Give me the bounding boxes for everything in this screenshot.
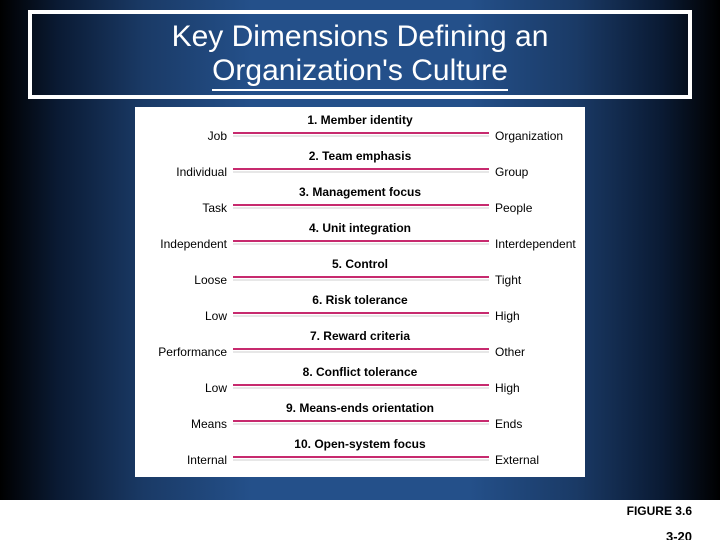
dimension-scale: Independent Interdependent	[135, 237, 585, 253]
dimension-scale: Job Organization	[135, 129, 585, 145]
dimension-right-label: Ends	[495, 417, 581, 431]
dimension-title: 6. Risk tolerance	[135, 293, 585, 307]
dimension-right-label: High	[495, 309, 581, 323]
dimension-right-label: Group	[495, 165, 581, 179]
dimension-left-label: Means	[143, 417, 227, 431]
dimension-title: 3. Management focus	[135, 185, 585, 199]
dimension-title: 10. Open-system focus	[135, 437, 585, 451]
dimension-title: 4. Unit integration	[135, 221, 585, 235]
dimension-right-label: Organization	[495, 129, 581, 143]
dimension-lines	[233, 132, 489, 137]
dimension-scale: Low High	[135, 309, 585, 325]
dimension-row: 6. Risk tolerance Low High	[135, 293, 585, 325]
dimension-lines	[233, 312, 489, 317]
dimension-left-label: Internal	[143, 453, 227, 467]
title-box: Key Dimensions Defining an Organization'…	[28, 10, 692, 99]
dimension-title: 8. Conflict tolerance	[135, 365, 585, 379]
figure-label: FIGURE 3.6	[627, 504, 692, 518]
dimension-scale: Task People	[135, 201, 585, 217]
dimension-scale: Performance Other	[135, 345, 585, 361]
dimension-row: 7. Reward criteria Performance Other	[135, 329, 585, 361]
dimension-lines	[233, 348, 489, 353]
dimension-row: 5. Control Loose Tight	[135, 257, 585, 289]
dimension-right-label: Interdependent	[495, 237, 581, 251]
slide-title: Key Dimensions Defining an Organization'…	[44, 20, 676, 91]
footer-strip: FIGURE 3.6 3-20	[0, 500, 720, 540]
dimension-scale: Loose Tight	[135, 273, 585, 289]
dimension-scale: Means Ends	[135, 417, 585, 433]
dimension-right-label: Other	[495, 345, 581, 359]
dimension-left-label: Low	[143, 309, 227, 323]
dimension-row: 10. Open-system focus Internal External	[135, 437, 585, 469]
dimension-lines	[233, 204, 489, 209]
dimension-row: 1. Member identity Job Organization	[135, 113, 585, 145]
dimension-title: 7. Reward criteria	[135, 329, 585, 343]
dimension-title: 1. Member identity	[135, 113, 585, 127]
dimension-title: 5. Control	[135, 257, 585, 271]
dimension-row: 4. Unit integration Independent Interdepen…	[135, 221, 585, 253]
dimension-lines	[233, 276, 489, 281]
dimension-right-label: People	[495, 201, 581, 215]
dimension-row: 3. Management focus Task People	[135, 185, 585, 217]
dimension-lines	[233, 240, 489, 245]
dimension-scale: Individual Group	[135, 165, 585, 181]
dimension-title: 2. Team emphasis	[135, 149, 585, 163]
dimension-left-label: Loose	[143, 273, 227, 287]
dimension-lines	[233, 168, 489, 173]
dimension-left-label: Job	[143, 129, 227, 143]
dimension-left-label: Individual	[143, 165, 227, 179]
dimension-lines	[233, 456, 489, 461]
dimension-right-label: Tight	[495, 273, 581, 287]
title-line-1: Key Dimensions Defining an	[172, 20, 549, 53]
dimension-row: 9. Means-ends orientation Means Ends	[135, 401, 585, 433]
dimension-left-label: Task	[143, 201, 227, 215]
dimension-scale: Low High	[135, 381, 585, 397]
dimension-left-label: Low	[143, 381, 227, 395]
figure-area: 1. Member identity Job Organization 2. Team…	[135, 107, 585, 477]
dimension-right-label: External	[495, 453, 581, 467]
title-line-2: Organization's Culture	[212, 54, 508, 92]
dimension-lines	[233, 420, 489, 425]
dimension-lines	[233, 384, 489, 389]
dimension-right-label: High	[495, 381, 581, 395]
dimension-left-label: Independent	[143, 237, 227, 251]
dimension-scale: Internal External	[135, 453, 585, 469]
dimension-row: 8. Conflict tolerance Low High	[135, 365, 585, 397]
dimension-title: 9. Means-ends orientation	[135, 401, 585, 415]
page-number: 3-20	[666, 529, 692, 540]
dimension-left-label: Performance	[143, 345, 227, 359]
dimension-row: 2. Team emphasis Individual Group	[135, 149, 585, 181]
